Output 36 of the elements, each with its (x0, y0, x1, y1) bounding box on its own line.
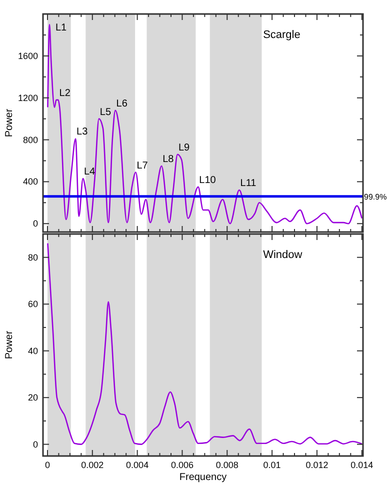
x-tick-label: 0 (44, 460, 50, 470)
y-tick-label: 1200 (18, 92, 38, 103)
x-tick-label: 0.008 (216, 460, 238, 470)
annotation: L8 (162, 154, 174, 165)
y-axis-title: Power (4, 108, 15, 138)
y-tick-label: 800 (22, 134, 38, 145)
annotation: L6 (116, 98, 128, 110)
x-tick-label: 0.012 (306, 460, 328, 470)
y-tick-label: 0 (32, 439, 38, 450)
annotation: L10 (199, 174, 216, 186)
annotation: L1 (56, 22, 68, 34)
annotation: L11 (240, 178, 257, 190)
x-tick-label: 0.002 (81, 460, 104, 470)
annotation: L7 (136, 160, 148, 172)
annotation: 99.9% (364, 192, 387, 202)
x-tick-label: 0.014 (350, 460, 374, 470)
line-series (47, 242, 363, 445)
y-tick-label: 400 (22, 176, 38, 187)
x-tick-label: 0.01 (263, 460, 281, 470)
y-tick-label: 40 (28, 346, 38, 356)
x-axis-title: Frequency (179, 472, 227, 483)
y-tick-label: 80 (28, 252, 38, 262)
y-axis-title: Power (4, 330, 15, 360)
x-tick-label: 0.004 (126, 460, 149, 470)
y-tick-label: 0 (32, 218, 38, 229)
annotation: L5 (100, 106, 112, 118)
annotation: L2 (59, 88, 71, 99)
x-tick-label: 0.006 (170, 460, 194, 470)
y-tick-label: 60 (28, 299, 38, 310)
text: Scargle (263, 29, 300, 41)
text: Window (263, 249, 302, 261)
line-series (47, 24, 363, 224)
y-tick-label: 20 (28, 392, 38, 403)
annotation: L9 (178, 142, 190, 154)
annotation: L3 (76, 126, 88, 138)
y-tick-label: 1600 (18, 50, 38, 61)
